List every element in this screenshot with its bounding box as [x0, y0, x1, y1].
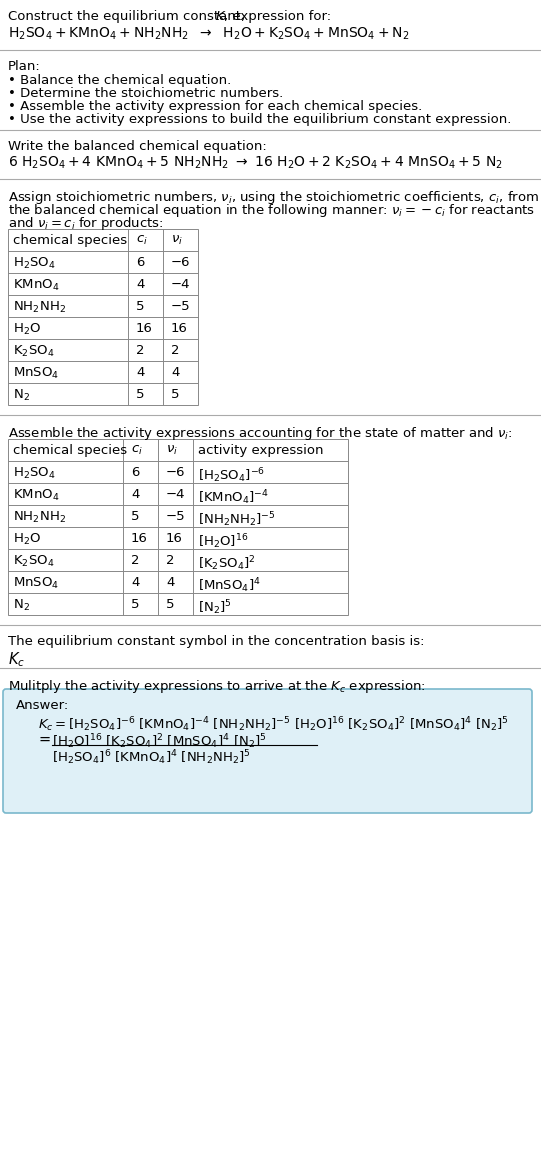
Text: 5: 5: [136, 388, 144, 400]
Text: 4: 4: [136, 278, 144, 292]
Bar: [8, 230, 198, 405]
Text: $\mathregular{H_2O}$: $\mathregular{H_2O}$: [13, 322, 41, 337]
Text: $\mathregular{[H_2SO_4]^6\ [KMnO_4]^4\ [NH_2NH_2]^5}$: $\mathregular{[H_2SO_4]^6\ [KMnO_4]^4\ […: [52, 748, 251, 767]
Text: $\mathregular{H_2O}$: $\mathregular{H_2O}$: [13, 532, 41, 547]
Text: The equilibrium constant symbol in the concentration basis is:: The equilibrium constant symbol in the c…: [8, 635, 425, 648]
FancyBboxPatch shape: [3, 689, 532, 813]
Text: the balanced chemical equation in the following manner: $\nu_i = -c_i$ for react: the balanced chemical equation in the fo…: [8, 203, 535, 219]
Text: 5: 5: [171, 388, 180, 400]
Text: , expression for:: , expression for:: [224, 11, 331, 23]
Text: 4: 4: [131, 576, 140, 589]
Text: Write the balanced chemical equation:: Write the balanced chemical equation:: [8, 141, 267, 153]
Text: −4: −4: [171, 278, 190, 292]
Bar: [8, 439, 348, 615]
Text: 6: 6: [131, 466, 140, 479]
Text: 2: 2: [171, 344, 180, 357]
Text: 5: 5: [131, 511, 140, 523]
Text: $\mathregular{[H_2SO_4]^{-6}}$: $\mathregular{[H_2SO_4]^{-6}}$: [198, 466, 265, 485]
Text: 5: 5: [136, 300, 144, 313]
Text: $\mathregular{N_2}$: $\mathregular{N_2}$: [13, 598, 30, 614]
Text: and $\nu_i = c_i$ for products:: and $\nu_i = c_i$ for products:: [8, 215, 163, 232]
Text: 16: 16: [166, 532, 183, 545]
Text: 4: 4: [136, 367, 144, 379]
Text: 5: 5: [166, 598, 175, 611]
Text: $\mathregular{N_2}$: $\mathregular{N_2}$: [13, 388, 30, 403]
Text: • Determine the stoichiometric numbers.: • Determine the stoichiometric numbers.: [8, 87, 283, 100]
Text: 4: 4: [131, 488, 140, 501]
Text: −6: −6: [166, 466, 186, 479]
Text: $\mathregular{NH_2NH_2}$: $\mathregular{NH_2NH_2}$: [13, 300, 66, 315]
Text: $\mathregular{KMnO_4}$: $\mathregular{KMnO_4}$: [13, 278, 60, 293]
Text: 16: 16: [171, 322, 188, 335]
Text: −4: −4: [166, 488, 186, 501]
Text: 16: 16: [136, 322, 153, 335]
Text: • Assemble the activity expression for each chemical species.: • Assemble the activity expression for e…: [8, 100, 422, 112]
Text: Mulitply the activity expressions to arrive at the $\mathit{K_c}$ expression:: Mulitply the activity expressions to arr…: [8, 678, 426, 696]
Text: $\nu_i$: $\nu_i$: [171, 234, 183, 247]
Text: =: =: [38, 732, 50, 747]
Text: • Use the activity expressions to build the equilibrium constant expression.: • Use the activity expressions to build …: [8, 112, 511, 126]
Text: Plan:: Plan:: [8, 60, 41, 73]
Text: $\mathregular{[H_2O]^{16}\ [K_2SO_4]^2\ [MnSO_4]^4\ [N_2]^5}$: $\mathregular{[H_2O]^{16}\ [K_2SO_4]^2\ …: [52, 732, 267, 751]
Text: $\mathregular{K_2SO_4}$: $\mathregular{K_2SO_4}$: [13, 554, 54, 569]
Text: activity expression: activity expression: [198, 444, 324, 457]
Text: 2: 2: [131, 554, 140, 567]
Text: $\mathregular{MnSO_4}$: $\mathregular{MnSO_4}$: [13, 576, 59, 591]
Text: $\mathregular{[K_2SO_4]^2}$: $\mathregular{[K_2SO_4]^2}$: [198, 554, 256, 573]
Text: −5: −5: [166, 511, 186, 523]
Text: $\mathregular{[N_2]^5}$: $\mathregular{[N_2]^5}$: [198, 598, 232, 617]
Text: $\mathregular{6\ H_2SO_4 + 4\ KMnO_4 + 5\ NH_2NH_2\ \rightarrow\ 16\ H_2O + 2\ K: $\mathregular{6\ H_2SO_4 + 4\ KMnO_4 + 5…: [8, 155, 503, 171]
Text: 2: 2: [136, 344, 144, 357]
Text: chemical species: chemical species: [13, 234, 127, 247]
Text: $\mathregular{[MnSO_4]^4}$: $\mathregular{[MnSO_4]^4}$: [198, 576, 261, 595]
Text: $\mathit{K}$: $\mathit{K}$: [215, 11, 227, 23]
Text: $\mathregular{NH_2NH_2}$: $\mathregular{NH_2NH_2}$: [13, 511, 66, 525]
Text: $\mathregular{[NH_2NH_2]^{-5}}$: $\mathregular{[NH_2NH_2]^{-5}}$: [198, 511, 276, 528]
Text: $c_i$: $c_i$: [136, 234, 148, 247]
Text: −5: −5: [171, 300, 190, 313]
Text: $c_i$: $c_i$: [131, 444, 143, 457]
Text: $\mathit{K_c} = \mathregular{[H_2SO_4]^{-6}\ [KMnO_4]^{-4}\ [NH_2NH_2]^{-5}\ [H_: $\mathit{K_c} = \mathregular{[H_2SO_4]^{…: [38, 715, 509, 734]
Text: $\nu_i$: $\nu_i$: [166, 444, 178, 457]
Text: $\mathregular{H_2SO_4}$: $\mathregular{H_2SO_4}$: [13, 256, 56, 272]
Text: $\mathregular{KMnO_4}$: $\mathregular{KMnO_4}$: [13, 488, 60, 504]
Text: $\mathregular{[H_2O]^{16}}$: $\mathregular{[H_2O]^{16}}$: [198, 532, 248, 550]
Text: $\mathregular{H_2SO_4}$: $\mathregular{H_2SO_4}$: [13, 466, 56, 481]
Text: Assign stoichiometric numbers, $\nu_i$, using the stoichiometric coefficients, $: Assign stoichiometric numbers, $\nu_i$, …: [8, 189, 539, 206]
Text: $\mathregular{K_2SO_4}$: $\mathregular{K_2SO_4}$: [13, 344, 54, 359]
Text: chemical species: chemical species: [13, 444, 127, 457]
Text: 4: 4: [166, 576, 174, 589]
Text: Construct the equilibrium constant,: Construct the equilibrium constant,: [8, 11, 249, 23]
Text: $\mathregular{MnSO_4}$: $\mathregular{MnSO_4}$: [13, 367, 59, 381]
Text: 5: 5: [131, 598, 140, 611]
Text: Assemble the activity expressions accounting for the state of matter and $\nu_i$: Assemble the activity expressions accoun…: [8, 425, 513, 441]
Text: $\mathregular{H_2SO_4 + KMnO_4 + NH_2NH_2}$  $\mathregular{\rightarrow}$  $\math: $\mathregular{H_2SO_4 + KMnO_4 + NH_2NH_…: [8, 26, 410, 42]
Text: −6: −6: [171, 256, 190, 269]
Text: 2: 2: [166, 554, 175, 567]
Text: • Balance the chemical equation.: • Balance the chemical equation.: [8, 74, 231, 87]
Text: Answer:: Answer:: [16, 699, 69, 712]
Text: 6: 6: [136, 256, 144, 269]
Text: 16: 16: [131, 532, 148, 545]
Text: $\mathit{K_c}$: $\mathit{K_c}$: [8, 650, 25, 669]
Text: 4: 4: [171, 367, 180, 379]
Text: $\mathregular{[KMnO_4]^{-4}}$: $\mathregular{[KMnO_4]^{-4}}$: [198, 488, 269, 507]
